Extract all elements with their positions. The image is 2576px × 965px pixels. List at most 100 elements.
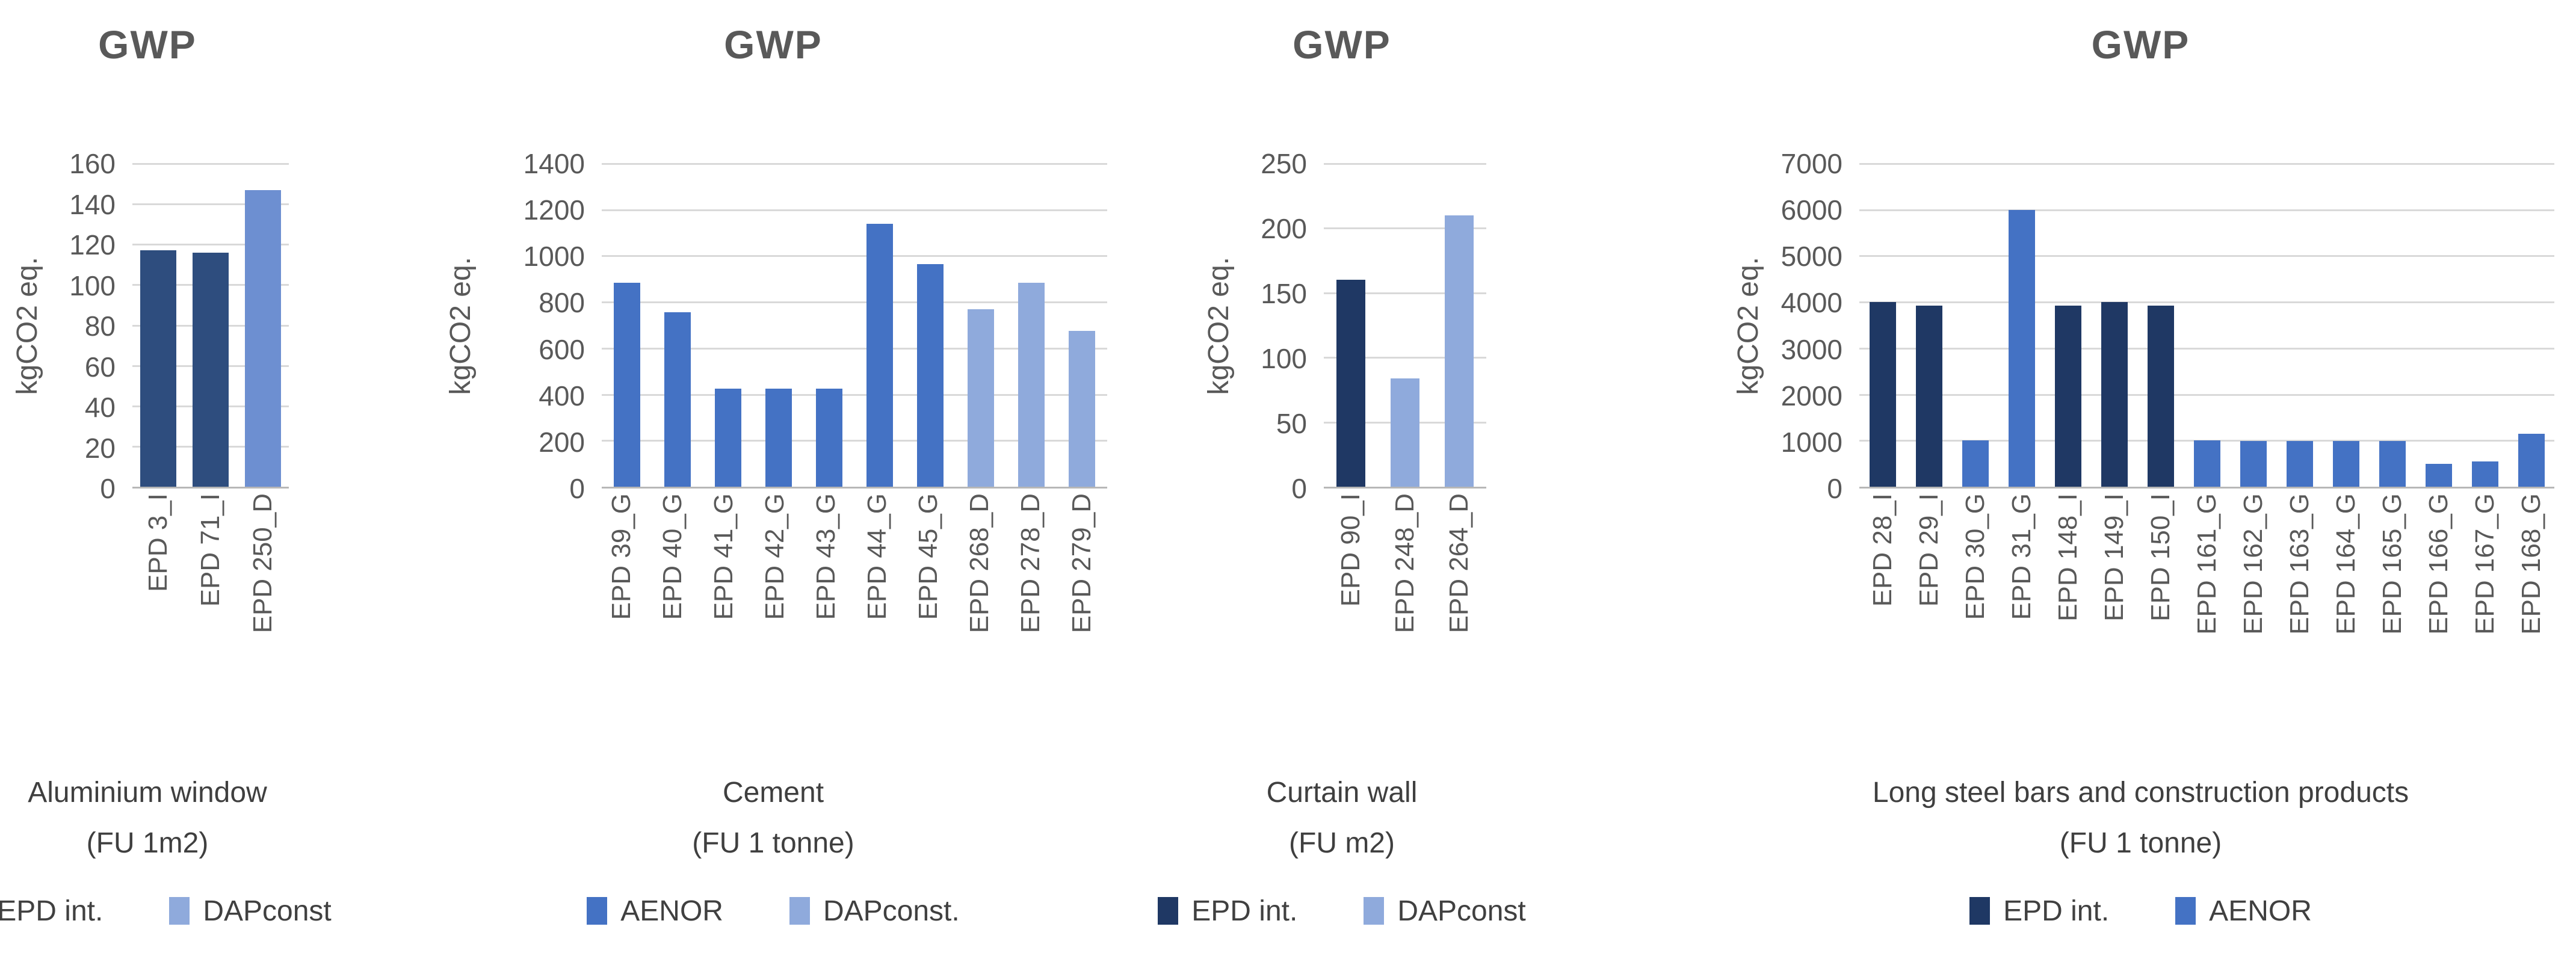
legend: AENOR DAPconst. — [439, 887, 1107, 935]
plot-area — [1324, 163, 1486, 489]
caption-line-2: (FU m2) — [1289, 827, 1395, 859]
legend: EPD int. DAPconst — [1158, 887, 1526, 935]
gridline — [602, 393, 1107, 396]
bar-epd-250_d — [244, 190, 281, 487]
legend: EPD int. AENOR — [1727, 887, 2554, 935]
gridline — [1324, 163, 1486, 165]
bar-epd-42_g — [765, 388, 792, 487]
legend-label: DAPconst — [203, 895, 332, 927]
bar-epd-167_g — [2471, 461, 2498, 487]
x-label-slot: EPD 279_D — [1056, 493, 1107, 746]
chart-title-area: GWP — [439, 22, 1107, 142]
caption-line-1: Curtain wall — [1266, 777, 1418, 809]
x-label-slot: EPD 30_G — [1952, 493, 1998, 746]
x-label-slot: EPD 278_D — [1005, 493, 1056, 746]
bar-epd-149_i — [2101, 302, 2128, 487]
x-tick-label: EPD 264_D — [1444, 493, 1474, 634]
y-axis-ticks: 0 200 400 600 800 1000 1200 1400 — [481, 148, 602, 504]
legend-swatch-icon — [1364, 897, 1385, 925]
x-tick-label: EPD 29_I — [1913, 493, 1944, 607]
y-tick-label: 1400 — [523, 148, 585, 179]
x-label-slot: EPD 166_G — [2415, 493, 2462, 746]
bar-epd-164_g — [2332, 441, 2359, 487]
y-tick-label: 5000 — [1781, 241, 1842, 273]
bar-epd-161_g — [2193, 440, 2220, 487]
legend-label: DAPconst. — [823, 895, 960, 927]
chart-title-area: GWP — [6, 22, 289, 142]
bar-epd-268_d — [968, 309, 994, 487]
caption-line-2: (FU 1 tonne) — [2059, 827, 2222, 859]
legend-item: AENOR — [2175, 895, 2312, 928]
y-tick-label: 800 — [539, 287, 585, 319]
gridline — [1859, 301, 2554, 304]
legend-swatch-icon — [1158, 897, 1179, 925]
x-label-slot: EPD 71_I — [185, 493, 237, 746]
bar-epd-279_d — [1069, 331, 1095, 487]
gridline — [132, 163, 289, 165]
x-label-slot: EPD 250_D — [236, 493, 289, 746]
chart-caption: Curtain wall (FU m2) — [1197, 768, 1486, 882]
x-label-slot: EPD 164_G — [2323, 493, 2369, 746]
legend-label: AENOR — [2209, 895, 2312, 927]
x-tick-label: EPD 268_D — [964, 493, 994, 634]
x-label-slot: EPD 165_G — [2369, 493, 2415, 746]
legend-swatch-icon — [2175, 897, 2196, 925]
x-tick-label: EPD 45_G — [913, 493, 943, 620]
legend-swatch-icon — [1969, 897, 1991, 925]
x-label-slot: EPD 45_G — [903, 493, 954, 746]
gridline — [602, 301, 1107, 304]
x-tick-label: EPD 162_G — [2238, 493, 2268, 635]
bar-epd-162_g — [2240, 441, 2267, 487]
caption-line-1: Cement — [722, 777, 824, 809]
plot-row: kgCO2 eq. 0 20 40 60 80 100 120 140 160 — [6, 148, 289, 504]
x-axis-labels: EPD 90_I EPD 248_D EPD 264_D — [1324, 493, 1486, 746]
bar-epd-44_g — [866, 223, 893, 487]
bar-epd-168_g — [2518, 433, 2545, 487]
x-label-slot: EPD 43_G — [800, 493, 851, 746]
x-tick-label: EPD 278_D — [1015, 493, 1045, 634]
gridline — [1859, 163, 2554, 165]
x-label-slot: EPD 162_G — [2230, 493, 2276, 746]
bars — [602, 164, 1107, 487]
y-axis-title: kgCO2 eq. — [1732, 257, 1764, 395]
y-tick-label: 1000 — [1781, 426, 1842, 458]
legend-label: EPD int. — [1191, 895, 1298, 927]
chart-long-steel-bars: GWP kgCO2 eq. 0 1000 2000 3000 4000 5000 6000 7… — [1637, 0, 2576, 965]
legend-item: EPD int. — [0, 895, 103, 928]
plot-area — [132, 163, 289, 489]
x-label-slot: EPD 150_I — [2137, 493, 2184, 746]
caption-line-2: (FU 1 tonne) — [692, 827, 854, 859]
y-tick-label: 250 — [1261, 148, 1307, 179]
gridline — [1324, 227, 1486, 230]
x-label-slot: EPD 29_I — [1906, 493, 1952, 746]
x-tick-label: EPD 31_G — [2006, 493, 2036, 620]
gridline — [602, 163, 1107, 165]
legend-item: DAPconst — [169, 895, 332, 928]
bar-epd-148_i — [2054, 305, 2081, 487]
gridline — [602, 209, 1107, 211]
x-tick-label: EPD 148_I — [2052, 493, 2083, 621]
y-axis-title: kgCO2 eq. — [11, 257, 43, 395]
plot-area — [602, 163, 1107, 489]
legend-label: DAPconst — [1397, 895, 1526, 927]
bar-epd-150_i — [2147, 305, 2174, 487]
legend-label: AENOR — [620, 895, 723, 927]
chart-title-area: GWP — [1197, 22, 1486, 142]
legend-item: DAPconst — [1364, 895, 1526, 928]
x-label-slot: EPD 167_G — [2462, 493, 2508, 746]
gridline — [602, 255, 1107, 257]
x-label-slot: EPD 161_G — [2184, 493, 2230, 746]
x-label-slot: EPD 168_G — [2508, 493, 2554, 746]
bar-epd-31_g — [2008, 209, 2035, 487]
bar-epd-43_g — [816, 388, 842, 487]
gridline — [1859, 347, 2554, 350]
y-tick-label: 120 — [69, 229, 116, 261]
x-label-slot: EPD 90_I — [1324, 493, 1378, 746]
legend-item: EPD int. — [1969, 895, 2109, 928]
legend-swatch-icon — [587, 897, 608, 925]
chart-title-area: GWP — [1727, 22, 2554, 142]
bars — [132, 164, 289, 487]
y-tick-label: 0 — [1827, 473, 1842, 504]
gridline — [132, 203, 289, 206]
x-label-slot: EPD 163_G — [2276, 493, 2323, 746]
